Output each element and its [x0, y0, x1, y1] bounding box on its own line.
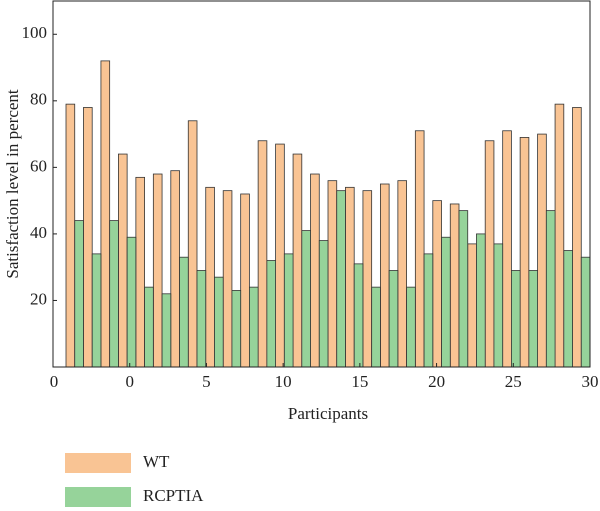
legend-swatch — [65, 453, 131, 473]
bar — [484, 140, 495, 368]
x-tick-label: 30 — [582, 372, 599, 391]
bar — [441, 236, 451, 368]
y-tick-label: 0 — [50, 372, 59, 391]
bar — [152, 173, 163, 368]
bar — [467, 243, 477, 368]
bar — [266, 260, 277, 368]
bar — [502, 130, 512, 368]
bar — [318, 240, 329, 368]
bar — [423, 253, 434, 368]
x-tick-label: 25 — [505, 372, 522, 391]
bar — [222, 190, 233, 368]
bar — [580, 256, 591, 368]
bar — [187, 120, 198, 368]
bar — [283, 253, 294, 368]
bar — [449, 203, 460, 368]
x-tick-label: 10 — [275, 372, 292, 391]
bar — [327, 180, 338, 368]
bar — [205, 186, 215, 368]
bar — [231, 290, 242, 368]
bar — [493, 243, 504, 368]
bar — [83, 107, 93, 368]
bar — [563, 250, 573, 368]
y-tick-label: 40 — [30, 223, 47, 242]
bar — [275, 143, 285, 368]
bar — [196, 270, 207, 368]
bar — [345, 186, 355, 368]
bar — [100, 60, 111, 368]
x-tick-label: 0 — [125, 372, 134, 391]
bar — [406, 286, 416, 368]
bar — [135, 176, 146, 368]
bar — [371, 286, 381, 368]
bar — [528, 270, 538, 368]
bar — [248, 286, 259, 368]
y-tick-label: 80 — [30, 90, 47, 109]
bar — [537, 133, 547, 368]
y-tick-label: 60 — [30, 156, 47, 175]
bar — [144, 286, 154, 368]
bar — [397, 180, 408, 368]
bar — [301, 230, 311, 368]
bar — [118, 153, 128, 368]
bar — [476, 233, 486, 368]
y-tick-label: 20 — [30, 289, 47, 308]
bar — [572, 107, 582, 368]
bar — [510, 270, 521, 368]
bar — [554, 103, 565, 368]
bar — [519, 137, 530, 368]
x-axis-label: Participants — [288, 404, 368, 423]
bar — [310, 173, 320, 368]
x-tick-label: 15 — [351, 372, 368, 391]
legend-swatch — [65, 487, 131, 507]
bar — [161, 293, 172, 368]
bar — [388, 270, 399, 368]
bar — [257, 140, 268, 368]
bar — [458, 210, 469, 368]
bar — [292, 153, 303, 368]
bar — [91, 253, 102, 368]
bar — [336, 190, 346, 368]
bar — [65, 103, 76, 368]
bar — [362, 190, 373, 368]
legend-label: RCPTIA — [143, 486, 204, 505]
bar — [545, 210, 556, 368]
bar — [126, 236, 137, 368]
bar — [432, 200, 442, 368]
y-axis-label: Satisfaction level in percent — [3, 89, 22, 279]
bar — [353, 263, 364, 368]
x-tick-label: 5 — [202, 372, 211, 391]
bar — [240, 193, 250, 368]
x-tick-label: 20 — [428, 372, 445, 391]
bar — [74, 220, 84, 368]
bar — [179, 256, 189, 368]
bar — [379, 183, 390, 368]
bar — [414, 130, 425, 368]
legend-label: WT — [143, 452, 170, 471]
bar — [109, 220, 119, 368]
bar — [170, 170, 180, 368]
y-tick-label: 100 — [22, 23, 48, 42]
plot-frame — [52, 0, 591, 368]
bar — [214, 276, 224, 368]
